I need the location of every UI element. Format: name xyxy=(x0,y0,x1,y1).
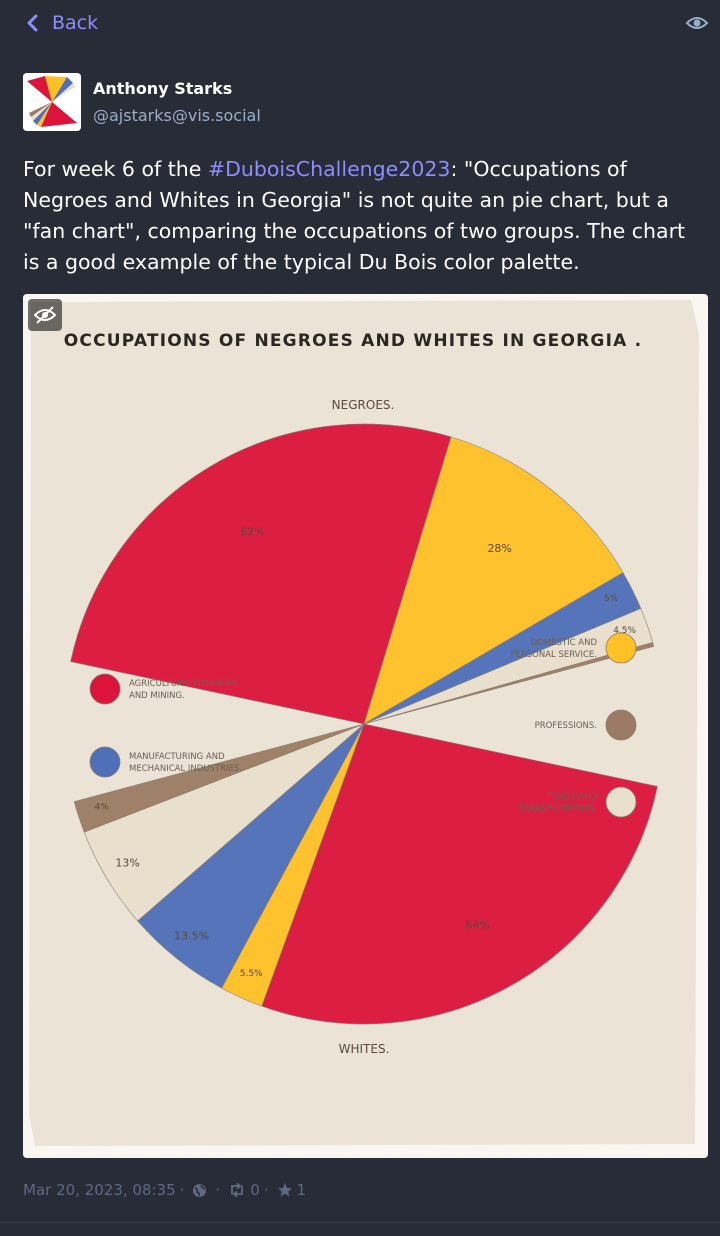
whites-label-professions: 4% xyxy=(94,803,109,813)
boost-count: 0 xyxy=(250,1181,260,1199)
legend-label-manufacturing-and-mechanical-industries-line2: MECHANICAL INDUSTRIES. xyxy=(129,764,242,774)
meta-separator: · xyxy=(263,1181,269,1199)
chart-title: OCCUPATIONS OF NEGROES AND WHITES IN GEO… xyxy=(64,331,642,351)
globe-icon xyxy=(192,1183,207,1198)
back-label: Back xyxy=(52,12,99,34)
negroes-label-agriculture-fisheries-and-mining: 62% xyxy=(240,525,264,538)
timestamp-link[interactable]: Mar 20, 2023, 08:35 xyxy=(23,1181,176,1199)
favourite-count: 1 xyxy=(296,1181,307,1199)
legend-swatch-domestic-and-personal-service xyxy=(605,632,637,664)
back-button[interactable]: Back xyxy=(26,10,98,36)
meta-separator: · xyxy=(179,1181,185,1199)
legend-label-professions: PROFESSIONS. xyxy=(535,721,597,731)
eye-slash-icon xyxy=(34,306,56,324)
legend-swatch-trade-and-transportation xyxy=(605,786,637,818)
negroes-label-domestic-and-personal-service: 28% xyxy=(487,542,511,555)
avatar[interactable] xyxy=(23,73,81,131)
status-content: For week 6 of the #DuboisChallenge2023: … xyxy=(23,154,703,278)
fan-chart: 62% 28% 5% 4.5% 64% 5.5% 13.5% 13% 4% OCCUPATIONS… xyxy=(23,294,708,1158)
legend-swatch-professions xyxy=(605,709,637,741)
legend-label-agriculture-fisheries-and-mining: AGRICULTURE, FISHERIES xyxy=(129,679,237,689)
meta-separator: · xyxy=(215,1181,221,1199)
legend-label-domestic-and-personal-service: DOMESTIC AND xyxy=(531,638,598,648)
media-attachment[interactable]: 62% 28% 5% 4.5% 64% 5.5% 13.5% 13% 4% OCCUPATIONS… xyxy=(23,294,708,1158)
whites-label-manufacturing-and-mechanical-industries: 13.5% xyxy=(174,930,209,943)
whites-slice-professions xyxy=(73,723,365,833)
series-name-negroes: NEGROES. xyxy=(332,398,395,412)
status-meta: Mar 20, 2023, 08:35 · · 0 · 1 xyxy=(23,1180,306,1200)
legend-swatch-manufacturing-and-mechanical-industries xyxy=(89,746,121,778)
account-handle[interactable]: @ajstarks@vis.social xyxy=(93,106,261,125)
account-header[interactable]: Anthony Starks @ajstarks@vis.social xyxy=(23,73,423,133)
negroes-label-manufacturing-and-mechanical-industries: 5% xyxy=(604,594,619,604)
status-text-before: For week 6 of the xyxy=(23,157,208,181)
legend-label-trade-and-transportation: TRADE AND xyxy=(546,792,597,802)
negroes-label-trade-and-transportation: 4.5% xyxy=(613,626,636,636)
divider xyxy=(0,1222,720,1223)
series-name-whites: WHITES. xyxy=(339,1042,390,1056)
legend-label-manufacturing-and-mechanical-industries: MANUFACTURING AND xyxy=(129,752,225,762)
hashtag-link[interactable]: #DuboisChallenge2023 xyxy=(207,157,451,181)
hide-media-button[interactable] xyxy=(28,299,62,331)
whites-label-domestic-and-personal-service: 5.5% xyxy=(240,969,263,979)
legend-swatch-agriculture-fisheries-and-mining xyxy=(89,673,121,705)
display-name[interactable]: Anthony Starks xyxy=(93,79,233,98)
boost-icon[interactable] xyxy=(228,1183,246,1197)
top-bar: Back xyxy=(0,0,720,46)
eye-icon[interactable] xyxy=(685,14,709,32)
negroes-slice-domestic-and-personal-service xyxy=(363,436,624,725)
whites-label-trade-and-transportation: 13% xyxy=(115,856,139,869)
star-icon[interactable] xyxy=(277,1182,293,1198)
chevron-left-icon xyxy=(27,14,38,32)
negroes-slice-agriculture-fisheries-and-mining xyxy=(70,423,452,725)
status-text-after: : "Occupations of Negroes and Whites in … xyxy=(23,157,686,274)
legend-label-domestic-and-personal-service-line2: PERSONAL SERVICE. xyxy=(510,650,597,660)
legend-label-trade-and-transportation-line2: TRANSPORTATION. xyxy=(517,804,597,814)
legend-label-agriculture-fisheries-and-mining-line2: AND MINING. xyxy=(129,691,185,701)
negroes-slice-professions xyxy=(363,642,655,725)
whites-label-agriculture-fisheries-and-mining: 64% xyxy=(465,919,489,932)
whites-slice-agriculture-fisheries-and-mining xyxy=(261,723,658,1025)
